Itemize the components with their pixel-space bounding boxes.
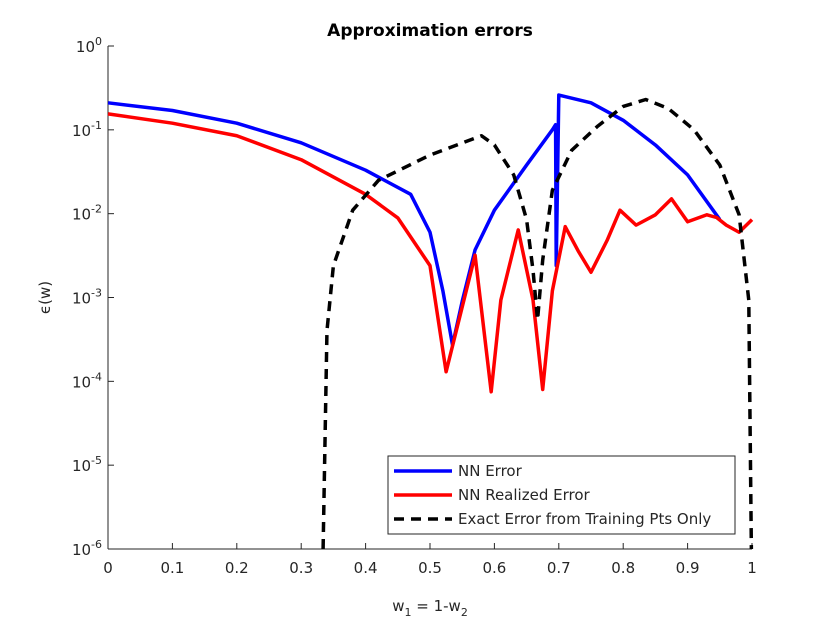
x-tick-label: 0.3	[289, 559, 313, 577]
x-tick-label: 0.4	[354, 559, 378, 577]
x-tick-label: 0.1	[160, 559, 184, 577]
y-tick-label: 10-2	[72, 203, 102, 224]
x-tick-label: 0.5	[418, 559, 442, 577]
y-tick-label: 10-4	[72, 370, 102, 391]
legend-label: NN Error	[458, 462, 523, 480]
chart-title: Approximation errors	[327, 21, 533, 41]
y-tick-label: 10-5	[72, 454, 102, 475]
y-tick-label: 10-3	[72, 287, 102, 308]
y-tick-label: 10-6	[72, 538, 102, 559]
series-line	[107, 112, 754, 394]
y-tick-label: 100	[76, 35, 102, 56]
x-tick-label: 0.8	[611, 559, 635, 577]
legend-label: Exact Error from Training Pts Only	[458, 510, 711, 528]
x-axis-label: w1 = 1-w2	[392, 597, 468, 619]
legend-label: NN Realized Error	[458, 486, 591, 504]
x-tick-label: 0.2	[225, 559, 249, 577]
y-axis-label: ϵ(w)	[36, 281, 54, 314]
x-tick-label: 0.9	[676, 559, 700, 577]
series-line	[321, 97, 754, 550]
x-tick-label: 0	[103, 559, 113, 577]
x-tick-label: 0.6	[482, 559, 506, 577]
series-line	[107, 93, 722, 347]
x-tick-label: 1	[747, 559, 757, 577]
y-tick-label: 10-1	[72, 119, 102, 140]
x-tick-label: 0.7	[547, 559, 571, 577]
